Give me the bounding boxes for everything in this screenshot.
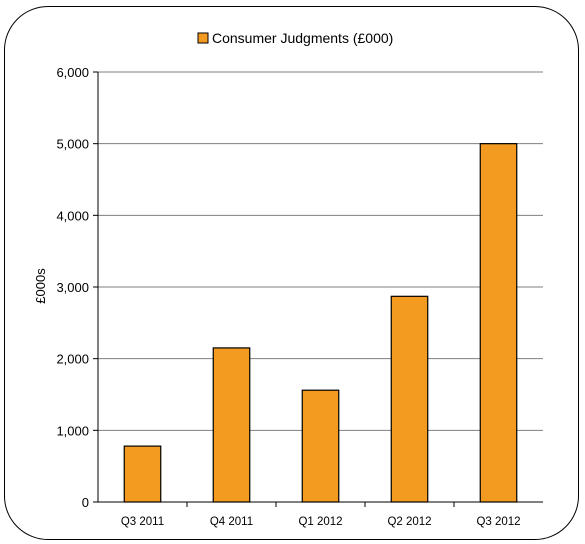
x-tick-label: Q4 2011 xyxy=(210,516,253,528)
grid-lines xyxy=(98,71,543,431)
y-tick-label: 2,000 xyxy=(56,352,89,367)
chart-frame xyxy=(4,6,579,540)
y-tick-label: 1,000 xyxy=(56,423,89,438)
legend-label: Consumer Judgments (£000) xyxy=(212,30,393,46)
y-tick-label: 4,000 xyxy=(56,208,89,223)
y-tick-label: 6,000 xyxy=(56,65,89,80)
x-tick-label: Q3 2011 xyxy=(121,516,164,528)
bar xyxy=(212,347,251,503)
legend-swatch xyxy=(197,32,209,44)
x-tick-label: Q1 2012 xyxy=(298,516,342,528)
x-tick-label: Q3 2012 xyxy=(476,516,520,528)
y-tick-label: 3,000 xyxy=(56,280,89,295)
x-tick-label: Q2 2012 xyxy=(387,516,431,528)
bar xyxy=(123,445,162,503)
y-axis-label: £000s xyxy=(33,268,48,304)
bar xyxy=(301,389,340,503)
y-tick-labels: 0 1,000 2,000 3,000 4,000 5,000 6,000 xyxy=(56,65,89,510)
y-tick-label: 5,000 xyxy=(56,137,89,152)
axes xyxy=(93,71,543,507)
bar xyxy=(390,295,429,503)
legend: Consumer Judgments (£000) xyxy=(197,30,393,46)
x-tick-labels: Q3 2011 Q4 2011 Q1 2012 Q2 2012 Q3 2012 xyxy=(121,516,521,528)
bars xyxy=(123,143,518,503)
bar xyxy=(479,143,518,503)
y-tick-label: 0 xyxy=(82,495,89,510)
